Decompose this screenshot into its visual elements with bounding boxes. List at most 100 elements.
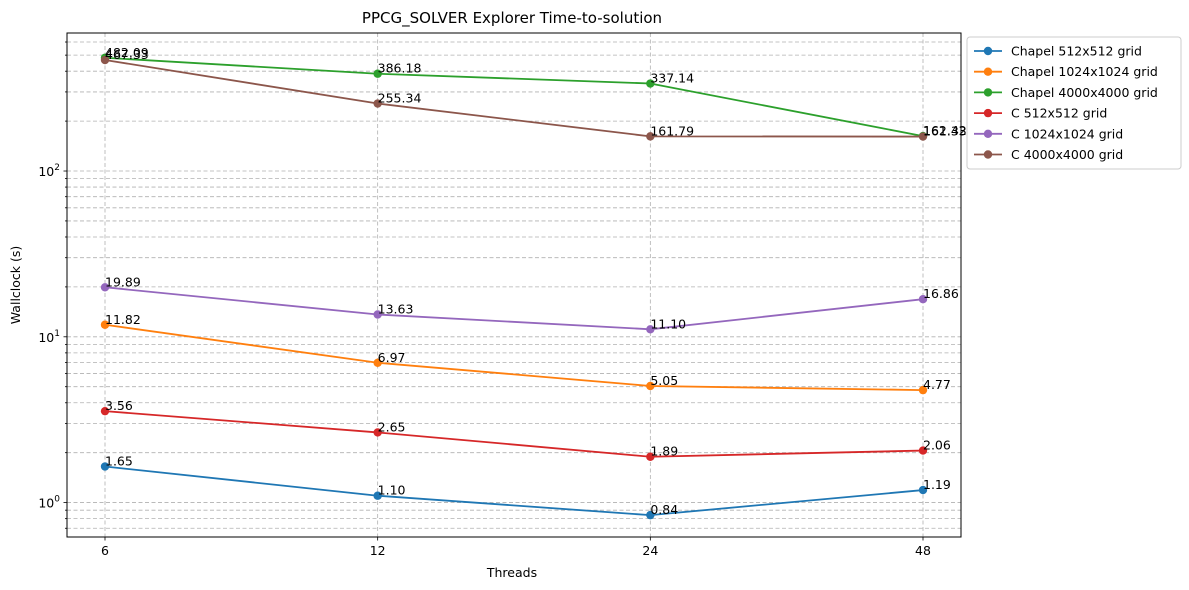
data-point [646,132,655,141]
x-axis-label: Threads [486,565,537,580]
data-point [646,452,655,461]
legend-item: C 4000x4000 grid [974,147,1123,162]
data-label: 11.82 [105,312,141,327]
data-point [100,462,110,471]
y-tick-base: 10 [38,496,54,511]
legend-marker [983,46,993,56]
data-label: 161.33 [923,124,967,139]
legend-item: Chapel 512x512 grid [974,44,1142,59]
x-tick-label: 12 [370,543,386,558]
x-axis-ticks: 6 12 24 48 [101,537,931,558]
legend-label: C 1024x1024 grid [1011,126,1123,141]
data-label: 11.10 [650,316,686,331]
data-label: 4.77 [923,377,951,392]
legend-marker [983,67,993,76]
data-label: 161.79 [650,123,694,138]
legend-marker [983,108,993,118]
data-label: 467.33 [105,47,149,62]
data-point [646,325,655,334]
series-line [104,323,924,391]
series-3 [100,53,928,141]
data-labels: 1.65 1.10 0.84 1.19 11.82 6.97 5.05 4.77 482.09 3… [105,45,967,517]
data-point [373,99,382,108]
y-tick-exponent: 0 [54,495,60,505]
data-point [100,320,110,329]
data-point [373,69,382,78]
data-point [373,358,382,367]
y-axis-label: Wallclock (s) [8,246,23,325]
data-point [373,310,382,319]
legend-item: Chapel 4000x4000 grid [974,85,1158,100]
data-label: 162.42 [923,123,967,138]
data-label: 1.10 [378,483,406,498]
data-label: 19.89 [105,274,141,289]
series-layer [100,53,928,520]
data-label: 16.86 [923,286,959,301]
y-tick-label: 101 [38,329,60,345]
y-tick-exponent: 2 [54,163,60,173]
legend-marker [983,88,993,97]
legend: Chapel 512x512 grid Chapel 1024x1024 grid… [966,36,1182,170]
data-label: 1.65 [105,454,133,469]
legend-marker [983,129,993,138]
series-4 [100,406,928,461]
data-point [100,55,110,65]
data-point [918,385,928,395]
legend-label: C 4000x4000 grid [1011,147,1123,162]
x-tick-label: 24 [642,543,658,558]
legend-label: Chapel 1024x1024 grid [1011,64,1158,79]
data-point [918,446,928,455]
data-point [646,510,655,520]
data-label: 482.09 [105,45,149,60]
series-2 [100,320,928,395]
data-label: 255.34 [378,91,422,106]
legend-label: Chapel 512x512 grid [1011,44,1142,59]
series-line [104,56,924,137]
legend-item: C 1024x1024 grid [974,126,1123,141]
data-label: 386.18 [378,61,422,76]
data-point [918,294,928,304]
chart-title: PPCG_SOLVER Explorer Time-to-solution [362,9,662,28]
y-tick-label: 102 [38,163,60,179]
data-point [100,283,110,292]
series-line [104,410,924,458]
y-tick-exponent: 1 [54,329,60,339]
y-tick-base: 10 [38,330,54,345]
data-point [646,381,655,391]
x-tick-label: 48 [915,543,931,558]
legend-label: Chapel 4000x4000 grid [1011,85,1158,100]
data-point [918,132,928,141]
series-line [104,465,924,517]
legend-item: Chapel 1024x1024 grid [974,64,1158,79]
series-1 [100,462,928,520]
data-label: 0.84 [650,502,678,517]
legend-item: C 512x512 grid [974,106,1107,121]
legend-marker [983,150,993,159]
series-line [104,286,924,331]
data-label: 2.06 [923,438,951,453]
plot-frame [66,32,962,538]
data-label: 6.97 [378,350,406,365]
data-label: 2.65 [378,419,406,434]
grid [67,33,961,537]
series-line [104,59,924,138]
data-point [100,406,110,416]
x-tick-label: 6 [101,543,109,558]
data-label: 3.56 [105,398,133,413]
data-label: 337.14 [650,71,694,86]
y-tick-label: 100 [38,495,60,511]
y-tick-base: 10 [38,164,54,179]
data-label: 5.05 [650,373,678,388]
data-label: 1.89 [650,444,678,459]
data-label: 13.63 [378,302,414,317]
data-label: 1.19 [923,477,951,492]
data-point [373,428,382,437]
data-point [373,491,382,500]
legend-box [966,36,1182,170]
series-5 [100,283,928,334]
series-6 [100,55,928,141]
data-point [646,79,655,88]
legend-label: C 512x512 grid [1011,106,1107,121]
